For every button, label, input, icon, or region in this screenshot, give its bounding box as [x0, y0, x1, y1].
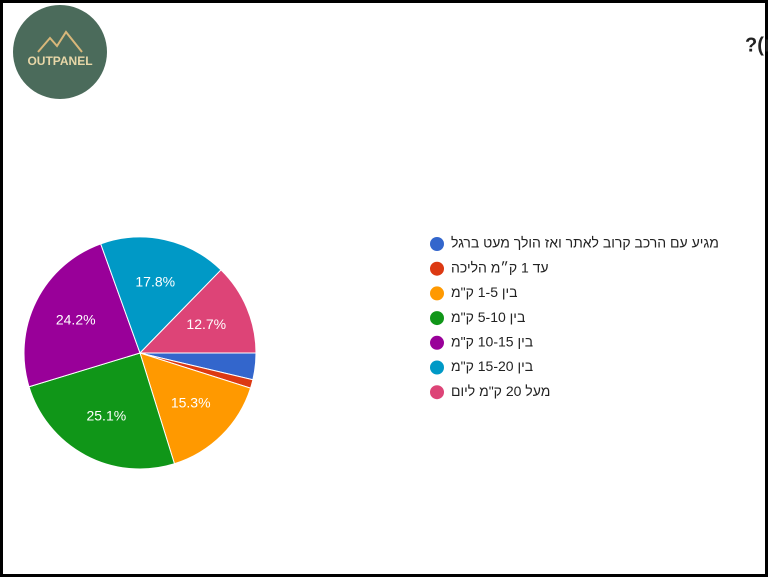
legend-swatch: [430, 286, 444, 301]
legend-label: בין 5-10 ק"מ: [451, 309, 525, 325]
pie: 15.3% 25.1% 24.2% 17.8% 12.7%: [23, 236, 257, 470]
legend-swatch: [430, 311, 444, 326]
legend-swatch: [430, 385, 444, 400]
slice-label: 17.8%: [135, 273, 175, 289]
legend: מגיע עם הרכב קרוב לאתר ואז הולך מעט ברגל…: [430, 235, 719, 400]
logo-mountains: [37, 30, 83, 53]
legend-label: בין 10-15 ק"מ: [451, 334, 533, 350]
legend-swatch: [430, 335, 444, 350]
logo-text: OUTPANEL: [27, 54, 92, 68]
slice-label: 12.7%: [186, 316, 226, 332]
legend-swatch: [430, 261, 444, 276]
legend-swatch: [430, 360, 444, 375]
pie-slice: [138, 269, 257, 354]
legend-label: מגיע עם הרכב קרוב לאתר ואז הולך מעט ברגל: [451, 235, 719, 251]
pie-slice: [23, 243, 141, 388]
slice-label: 15.3%: [171, 395, 211, 411]
pie-slice: [100, 236, 222, 354]
legend-swatch: [430, 237, 444, 251]
pie-slice: [139, 352, 252, 465]
pie-slice: [28, 352, 176, 470]
slice-label: 24.2%: [56, 311, 96, 327]
legend-label: בין 1-5 ק"מ: [451, 284, 518, 300]
legend-label: בין 15-20 ק"מ: [451, 358, 533, 374]
legend-label: מעל 20 ק"מ ליום: [451, 383, 550, 399]
legend-label: עד 1 ק״מ הליכה: [451, 259, 549, 275]
logo: OUTPANEL: [13, 5, 107, 99]
logo-circle: [13, 5, 107, 99]
chart-title: מה אורך המסלול שלך בדרך כלל (ליום)?: [745, 34, 768, 56]
slice-label: 25.1%: [86, 407, 126, 423]
